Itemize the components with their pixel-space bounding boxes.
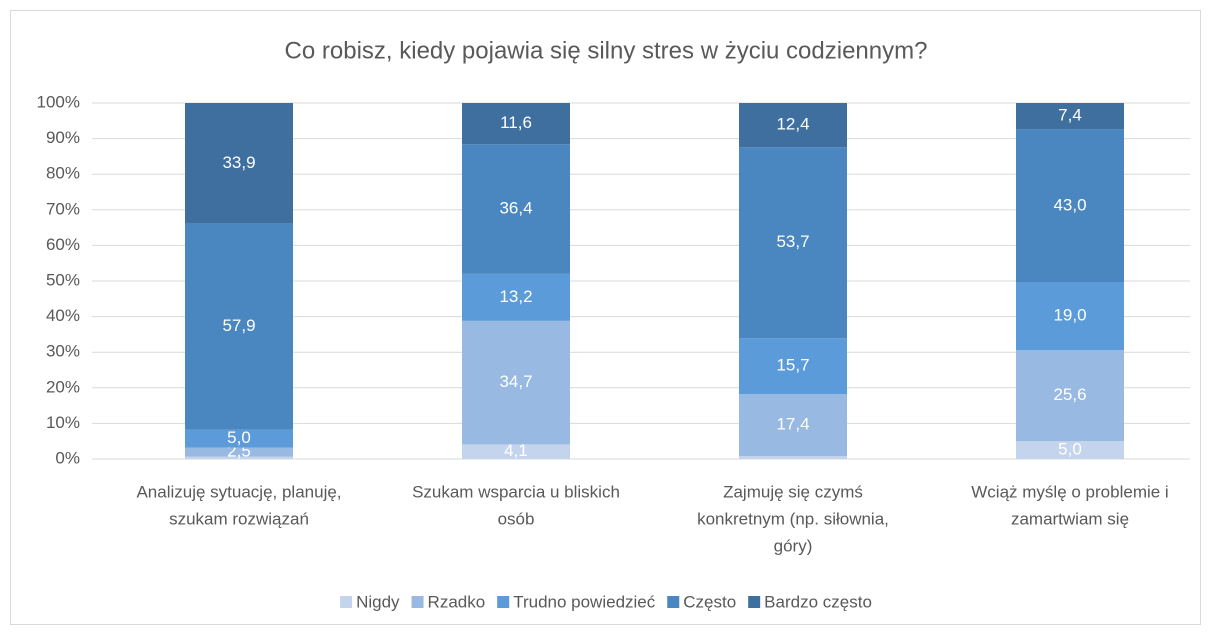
bar-segment [1016,441,1124,459]
bar-segment [1016,103,1124,130]
legend-label: Bardzo często [764,592,872,611]
x-tick-label: Wciąż myślę o problemie i [971,482,1168,501]
y-tick-label: 10% [46,413,80,432]
y-tick-label: 90% [46,128,80,147]
x-tick-label: Szukam wsparcia u bliskich [412,482,620,501]
bar-segment [462,103,570,145]
y-tick-label: 30% [46,342,80,361]
chart-title: Co robisz, kiedy pojawia się silny stres… [285,37,928,64]
data-label: 53,7 [776,232,809,251]
data-label: 15,7 [776,356,809,375]
data-label: 11,6 [500,113,532,132]
data-label: 36,4 [499,199,532,218]
data-label: 4,1 [504,441,528,460]
data-label: 5,0 [227,428,251,447]
legend: Nigdy Rzadko Trudno powiedzieć Często Bardzo… [340,592,872,611]
data-label: 19,0 [1053,306,1086,325]
x-tick-label: szukam rozwiązań [169,509,309,528]
bar-segment [462,273,570,321]
bar-segment [1016,282,1124,351]
legend-swatch [667,596,680,608]
bar-segment [739,147,847,339]
legend-swatch [411,596,424,608]
data-label: 13,2 [499,287,532,306]
bar-segment [739,338,847,395]
bar-segment [462,320,570,445]
y-tick-label: 80% [46,164,80,183]
bar-segment [739,394,847,457]
legend-swatch [497,596,510,608]
data-label: 7,4 [1058,106,1082,125]
bar-segment [462,444,570,459]
y-tick-label: 40% [46,306,80,325]
y-tick-label: 20% [46,377,80,396]
legend-swatch [748,596,761,608]
y-tick-label: 70% [46,199,80,218]
x-tick-label: Analizuję sytuację, planuję, [136,482,341,501]
bar-segment [185,429,293,448]
legend-label: Trudno powiedzieć [513,592,656,611]
legend-label: Często [683,592,736,611]
data-label: 43,0 [1053,195,1086,214]
data-label: 12,4 [776,115,809,134]
bar-segment [185,223,293,430]
x-tick-label: Zajmuję się czymś [723,482,863,501]
x-tick-label: konkretnym (np. siłownia, [697,509,889,528]
x-tick-label: osób [498,509,535,528]
bar-segment [185,447,293,457]
bar-segment [462,144,570,274]
data-label: 33,9 [222,153,255,172]
data-label: 25,6 [1053,385,1086,404]
data-label: 57,9 [222,316,255,335]
y-tick-label: 50% [46,270,80,289]
bar-segment [739,103,847,148]
y-tick-label: 100% [37,92,80,111]
legend-label: Nigdy [356,592,400,611]
data-label: 5,0 [1058,440,1082,459]
bar-segment [185,456,293,459]
y-tick-label: 0% [55,448,80,467]
data-label: 34,7 [499,372,532,391]
bar-segment [185,103,293,224]
data-label: 17,4 [776,415,809,434]
legend-label: Rzadko [428,592,486,611]
bar-segment [1016,350,1124,442]
bar-segment [1016,129,1124,283]
bar-segment [739,456,847,459]
y-tick-label: 60% [46,235,80,254]
x-tick-label: góry) [774,536,813,555]
legend-swatch [340,596,353,608]
x-tick-label: zamartwiam się [1011,509,1129,528]
